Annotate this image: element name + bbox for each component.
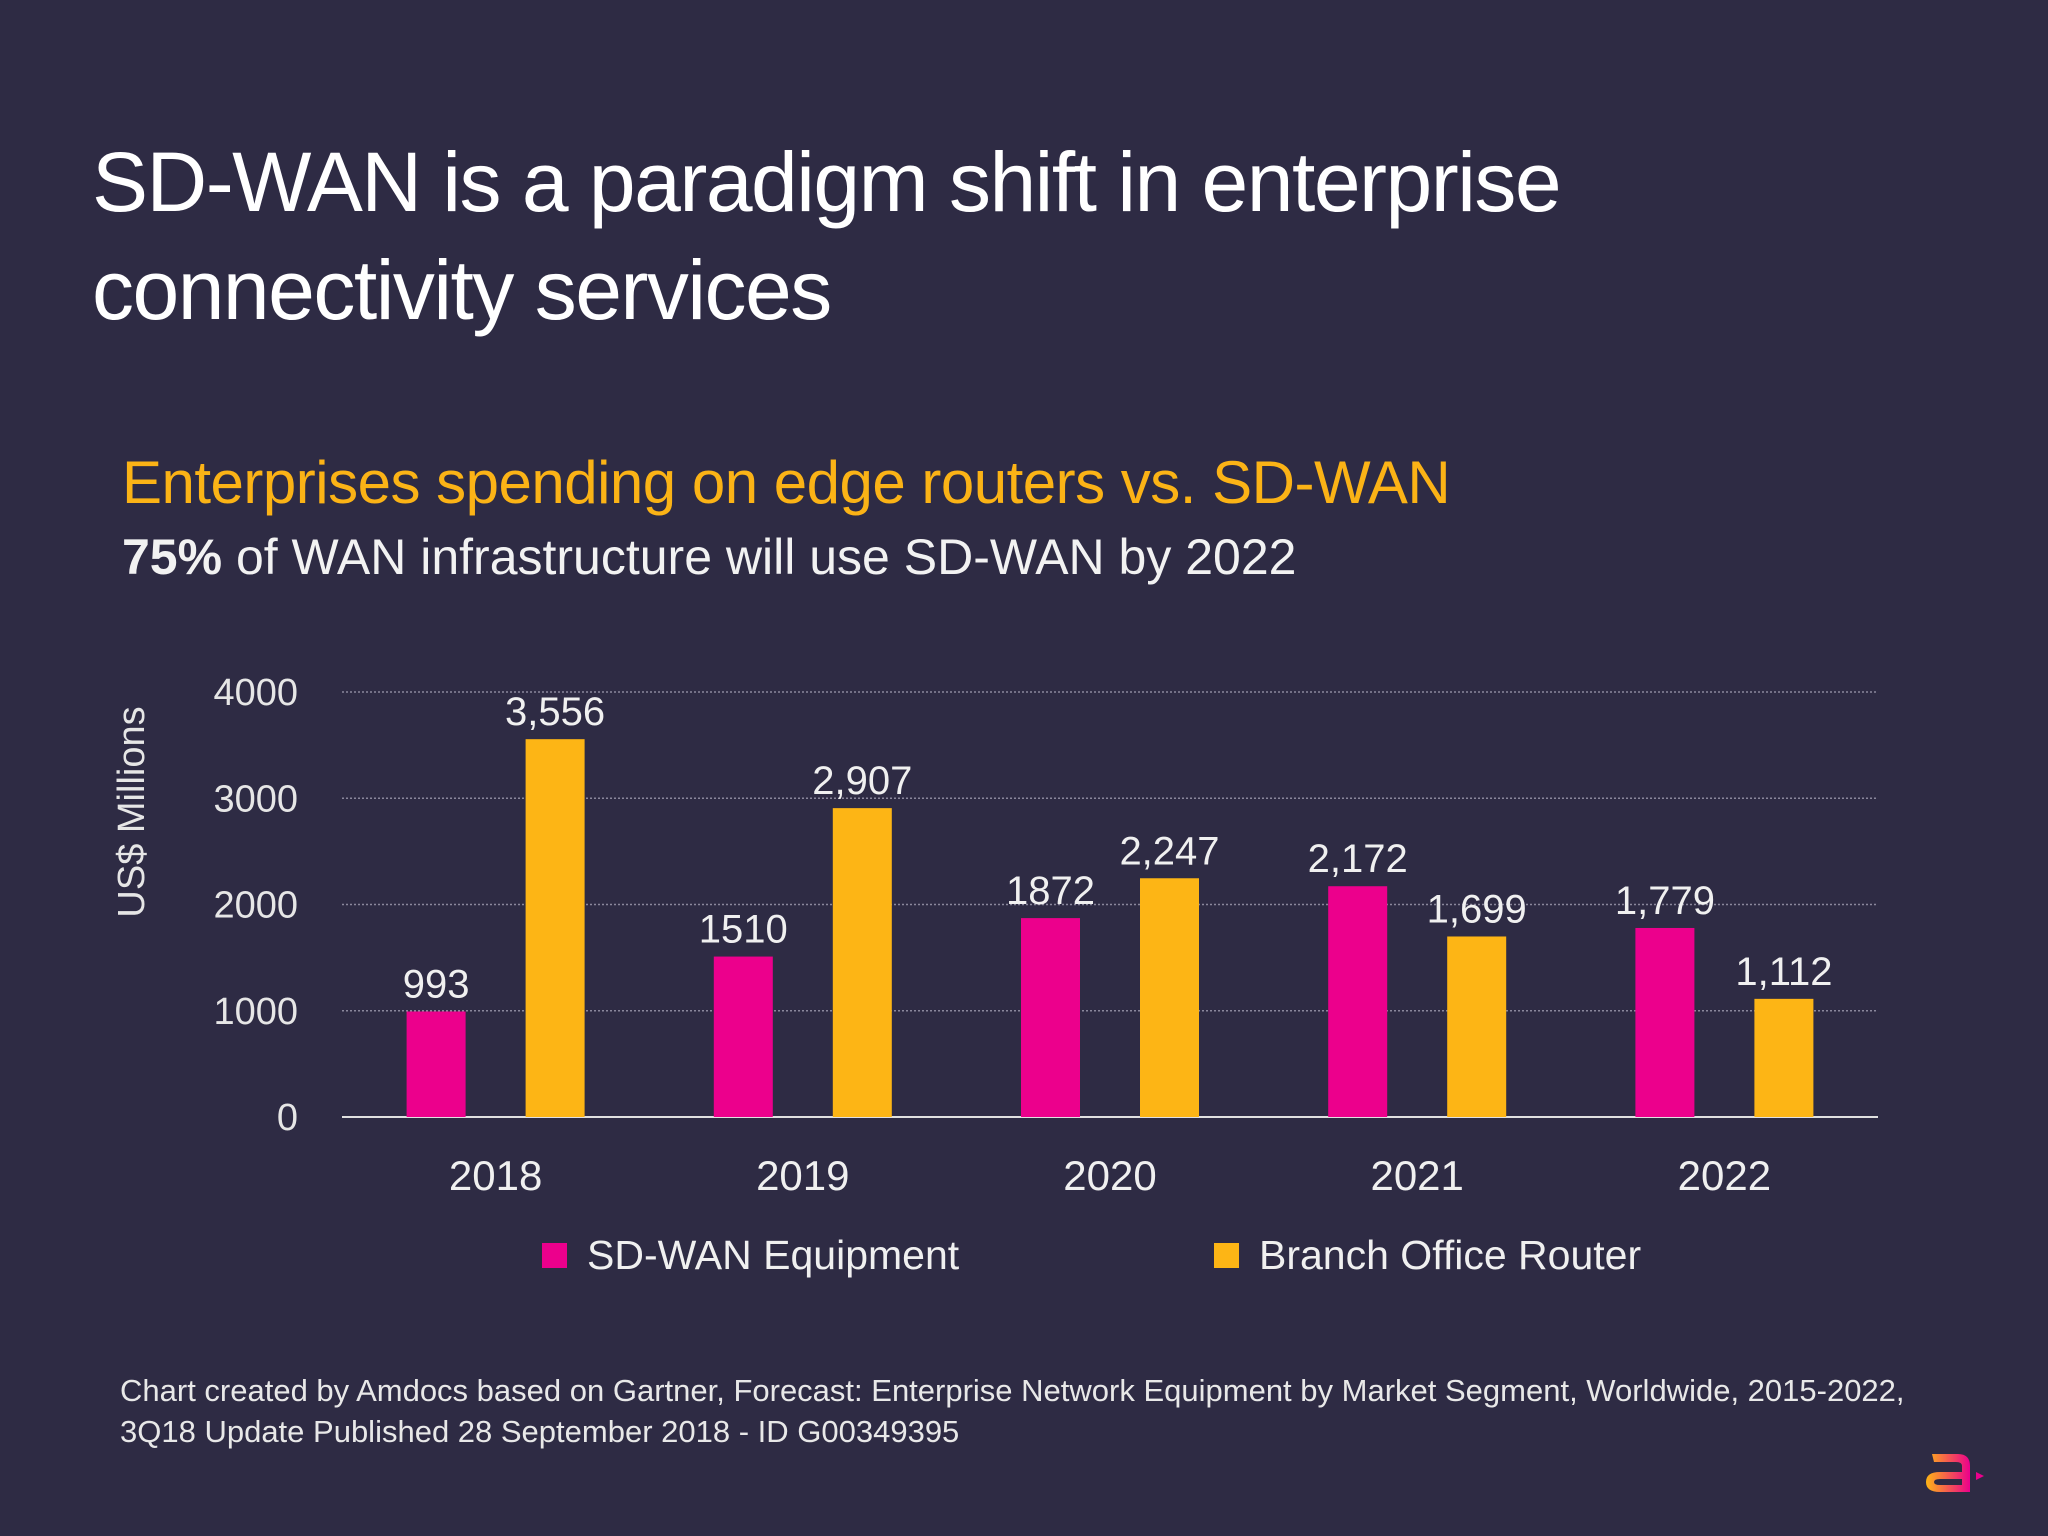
data-label: 2,247	[1119, 829, 1219, 873]
legend-swatch-yellow	[1214, 1243, 1239, 1268]
x-tick-label: 2021	[1370, 1152, 1463, 1199]
data-label: 1872	[1006, 869, 1095, 913]
data-label: 1,699	[1427, 887, 1527, 931]
data-label: 3,556	[505, 690, 605, 734]
legend-item-sdwan: SD-WAN Equipment	[542, 1232, 959, 1279]
y-tick-label: 1000	[213, 991, 298, 1033]
y-tick-label: 4000	[213, 672, 298, 714]
source-footnote: Chart created by Amdocs based on Gartner…	[120, 1370, 1905, 1452]
amdocs-logo-icon	[1926, 1454, 1984, 1492]
bar-router	[1447, 936, 1507, 1117]
data-label: 2,172	[1308, 837, 1408, 881]
legend-item-router: Branch Office Router	[1214, 1232, 1641, 1279]
x-tick-label: 2020	[1063, 1152, 1156, 1199]
bar-sdwan	[1328, 886, 1388, 1117]
data-label: 1,779	[1615, 879, 1715, 923]
y-tick-label: 2000	[213, 885, 298, 927]
bar-router	[1754, 998, 1814, 1117]
y-axis-label: US$ Millions	[111, 706, 153, 917]
bar-router	[1140, 878, 1199, 1117]
bar-sdwan	[1635, 927, 1695, 1117]
lead-percent: 75%	[122, 529, 223, 585]
title-line-2: connectivity services	[92, 243, 832, 337]
legend-swatch-pink	[542, 1243, 567, 1268]
bar-router	[525, 739, 585, 1117]
data-label: 1510	[699, 908, 788, 952]
bar-sdwan	[406, 1011, 466, 1117]
x-tick-label: 2019	[756, 1152, 849, 1199]
bar-sdwan	[713, 956, 773, 1117]
legend-label: Branch Office Router	[1259, 1232, 1642, 1278]
bar-router	[832, 808, 892, 1117]
data-label: 2,907	[812, 759, 912, 803]
x-tick-label: 2018	[449, 1152, 542, 1199]
bar-sdwan	[1021, 918, 1080, 1117]
legend-label: SD-WAN Equipment	[587, 1232, 960, 1278]
footnote-line-2: 3Q18 Update Published 28 September 2018 …	[120, 1414, 960, 1449]
y-tick-label: 3000	[213, 778, 298, 820]
slide-title: SD-WAN is a paradigm shift in enterprise…	[92, 128, 1562, 344]
y-tick-label: 0	[277, 1097, 298, 1139]
data-label: 993	[403, 962, 470, 1006]
data-label: 1,112	[1735, 950, 1832, 994]
x-tick-label: 2022	[1678, 1152, 1771, 1199]
lead-text: 75% of WAN infrastructure will use SD-WA…	[122, 528, 1296, 586]
title-line-1: SD-WAN is a paradigm shift in enterprise	[92, 135, 1562, 229]
chart-subtitle: Enterprises spending on edge routers vs.…	[122, 449, 1451, 516]
footnote-line-1: Chart created by Amdocs based on Gartner…	[120, 1373, 1905, 1408]
lead-rest: of WAN infrastructure will use SD-WAN by…	[222, 529, 1297, 585]
